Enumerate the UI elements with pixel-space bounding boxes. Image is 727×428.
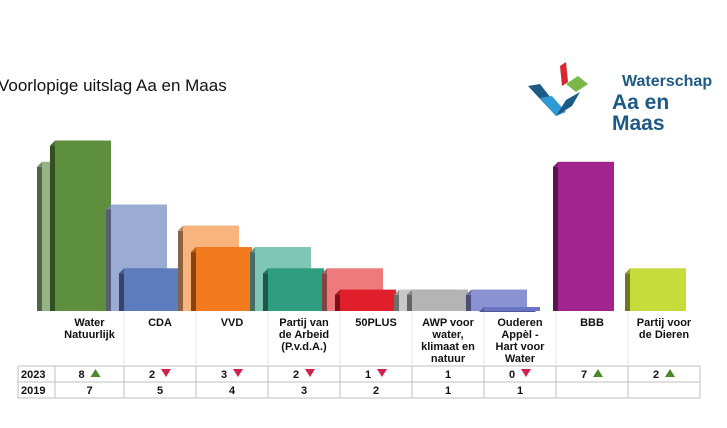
value-2019: 1 [517, 385, 523, 397]
waterschap-logo: Waterschap Aa en Maas [526, 62, 726, 134]
value-2019: 7 [86, 385, 92, 397]
bar-2023-side [191, 252, 196, 311]
trend-down-icon [377, 369, 387, 377]
bar-2019-side [466, 294, 471, 311]
row-header-2019: 2019 [21, 385, 45, 397]
bar-2023 [55, 140, 111, 311]
trend-up-icon [593, 369, 603, 377]
bar-2019-side [250, 252, 255, 311]
value-2023: 8 [78, 369, 84, 381]
value-2023: 3 [221, 369, 227, 381]
bar-2023-side [553, 166, 558, 311]
category-label: 50PLUS [355, 317, 397, 329]
value-2019: 2 [373, 385, 379, 397]
category-label: AWP voor water, klimaat en natuur [421, 317, 475, 365]
category-label: Partij van de Arbeid (P.v.d.A.) [279, 317, 329, 353]
chart-title: Voorlopige uitslag Aa en Maas [0, 76, 227, 95]
value-2023: 1 [445, 369, 451, 381]
bar-2023 [412, 289, 468, 311]
bar-2023-side [335, 294, 340, 311]
bar-2023 [558, 161, 614, 311]
category-label: BBB [580, 317, 604, 329]
value-2023: 2 [149, 369, 155, 381]
bar-2023-side [119, 273, 124, 311]
bar-2023 [484, 307, 540, 311]
bar-2023 [340, 289, 396, 311]
logo-line-2: Aa en Maas [612, 91, 670, 135]
bar-2023-side [50, 145, 55, 311]
logo-mark-icon [528, 62, 588, 116]
bar-2023-side [263, 273, 268, 311]
value-2023: 1 [365, 369, 371, 381]
value-2019: 1 [445, 385, 451, 397]
value-2019: 4 [229, 385, 236, 397]
category-label: Partij voor de Dieren [637, 317, 692, 341]
bar-2023-side [625, 273, 630, 311]
bar-2019-side [106, 209, 111, 311]
bar-2023 [630, 268, 686, 311]
value-2023: 0 [509, 369, 515, 381]
bar-2019-side [37, 166, 42, 311]
trend-up-icon [90, 369, 101, 377]
bar-2019-side [322, 273, 327, 311]
value-2023: 2 [653, 369, 659, 381]
value-2019: 5 [157, 385, 163, 397]
category-label: Ouderen Appèl -Hart voor Water [496, 317, 546, 365]
bar-2023-side [407, 294, 412, 311]
trend-down-icon [305, 369, 315, 377]
category-label: VVD [221, 317, 244, 329]
trend-up-icon [665, 369, 675, 377]
category-label: CDA [148, 317, 172, 329]
category-label: Water Natuurlijk [64, 317, 116, 341]
value-2019: 3 [301, 385, 307, 397]
bar-2023 [268, 268, 324, 311]
bar-2023 [124, 268, 180, 311]
bar-2019-side [178, 230, 183, 311]
value-2023: 7 [581, 369, 587, 381]
trend-down-icon [161, 369, 171, 377]
logo-line-1: Waterschap [622, 73, 713, 90]
bar-2023 [196, 247, 252, 311]
value-2023: 2 [293, 369, 299, 381]
bar-2019 [471, 289, 527, 311]
trend-down-icon [233, 369, 243, 377]
bar-2019-side [394, 294, 399, 311]
row-header-2023: 2023 [21, 369, 45, 381]
trend-down-icon [521, 369, 531, 377]
